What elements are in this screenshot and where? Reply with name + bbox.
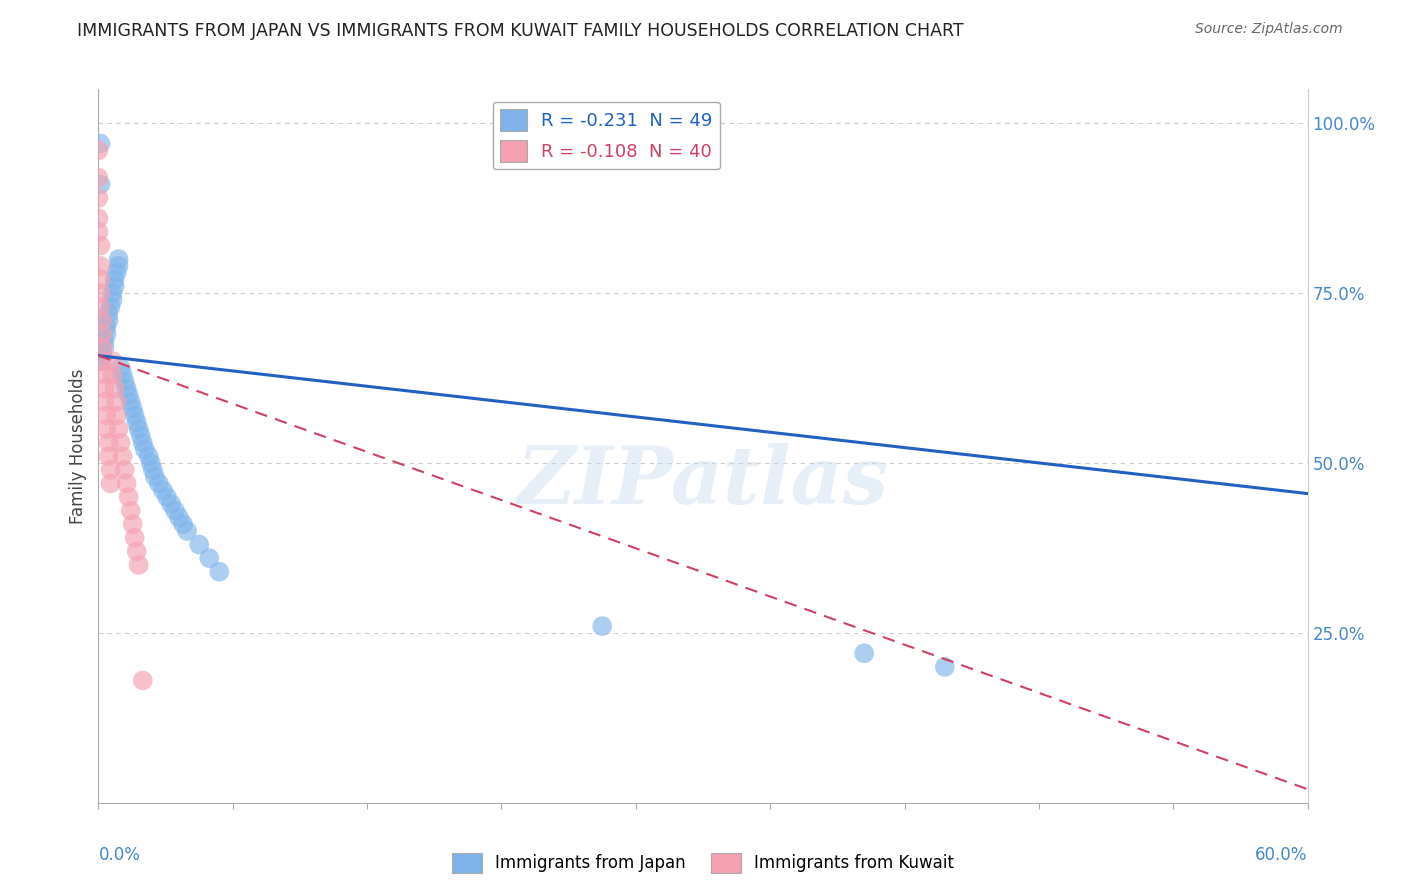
Point xyxy=(87,170,110,185)
Point xyxy=(111,449,134,463)
Point xyxy=(87,225,110,239)
Point xyxy=(110,435,132,450)
Point xyxy=(118,388,141,402)
Point xyxy=(89,354,111,368)
Point xyxy=(152,483,174,498)
Point xyxy=(107,422,129,436)
Point xyxy=(101,293,124,307)
Point xyxy=(93,341,115,355)
Point xyxy=(138,449,160,463)
Point xyxy=(89,286,111,301)
Point xyxy=(853,646,876,660)
Point xyxy=(101,286,124,301)
Point xyxy=(111,368,134,382)
Point xyxy=(97,449,120,463)
Point xyxy=(118,490,141,504)
Point xyxy=(87,191,110,205)
Point xyxy=(97,313,120,327)
Point xyxy=(110,360,132,375)
Point xyxy=(172,517,194,532)
Point xyxy=(128,558,150,572)
Point xyxy=(93,334,115,348)
Point xyxy=(142,463,165,477)
Point xyxy=(105,266,128,280)
Point xyxy=(107,252,129,266)
Point xyxy=(128,422,150,436)
Point xyxy=(120,503,142,517)
Y-axis label: Family Households: Family Households xyxy=(69,368,87,524)
Point xyxy=(91,354,114,368)
Point xyxy=(120,394,142,409)
Point xyxy=(148,476,170,491)
Point xyxy=(96,409,118,423)
Legend: R = -0.231  N = 49, R = -0.108  N = 40: R = -0.231 N = 49, R = -0.108 N = 40 xyxy=(492,102,720,169)
Point xyxy=(156,490,179,504)
Point xyxy=(107,259,129,273)
Text: ZIPatlas: ZIPatlas xyxy=(517,443,889,520)
Point xyxy=(89,136,111,151)
Point xyxy=(103,381,125,395)
Point xyxy=(134,442,156,457)
Point xyxy=(132,435,155,450)
Point xyxy=(591,619,613,633)
Legend: Immigrants from Japan, Immigrants from Kuwait: Immigrants from Japan, Immigrants from K… xyxy=(446,847,960,880)
Point xyxy=(96,326,118,341)
Point xyxy=(89,238,111,252)
Point xyxy=(121,401,143,416)
Point xyxy=(91,313,114,327)
Point xyxy=(132,673,155,688)
Point xyxy=(114,463,136,477)
Point xyxy=(103,279,125,293)
Point xyxy=(139,456,162,470)
Point xyxy=(89,272,111,286)
Point xyxy=(87,211,110,226)
Point xyxy=(93,394,115,409)
Text: IMMIGRANTS FROM JAPAN VS IMMIGRANTS FROM KUWAIT FAMILY HOUSEHOLDS CORRELATION CH: IMMIGRANTS FROM JAPAN VS IMMIGRANTS FROM… xyxy=(77,22,965,40)
Point xyxy=(93,368,115,382)
Point xyxy=(188,537,211,551)
Point xyxy=(103,272,125,286)
Point xyxy=(105,409,128,423)
Point xyxy=(87,144,110,158)
Text: 60.0%: 60.0% xyxy=(1256,846,1308,863)
Point xyxy=(89,300,111,314)
Point xyxy=(93,381,115,395)
Point xyxy=(100,300,122,314)
Point xyxy=(125,544,148,558)
Point xyxy=(129,429,152,443)
Point xyxy=(115,381,138,395)
Point xyxy=(121,517,143,532)
Text: 0.0%: 0.0% xyxy=(98,846,141,863)
Point xyxy=(198,551,221,566)
Point xyxy=(100,476,122,491)
Point xyxy=(101,354,124,368)
Point xyxy=(96,320,118,334)
Point xyxy=(176,524,198,538)
Point xyxy=(101,368,124,382)
Point xyxy=(167,510,190,524)
Point xyxy=(97,435,120,450)
Point xyxy=(91,326,114,341)
Point xyxy=(89,178,111,192)
Point xyxy=(105,394,128,409)
Point xyxy=(160,497,183,511)
Point xyxy=(115,476,138,491)
Point xyxy=(114,375,136,389)
Point xyxy=(934,660,956,674)
Point xyxy=(91,341,114,355)
Point xyxy=(91,347,114,361)
Point xyxy=(124,409,146,423)
Point xyxy=(163,503,186,517)
Point xyxy=(97,306,120,320)
Point xyxy=(96,422,118,436)
Point xyxy=(89,259,111,273)
Point xyxy=(125,415,148,429)
Point xyxy=(208,565,231,579)
Point xyxy=(124,531,146,545)
Point xyxy=(143,469,166,483)
Point xyxy=(100,463,122,477)
Text: Source: ZipAtlas.com: Source: ZipAtlas.com xyxy=(1195,22,1343,37)
